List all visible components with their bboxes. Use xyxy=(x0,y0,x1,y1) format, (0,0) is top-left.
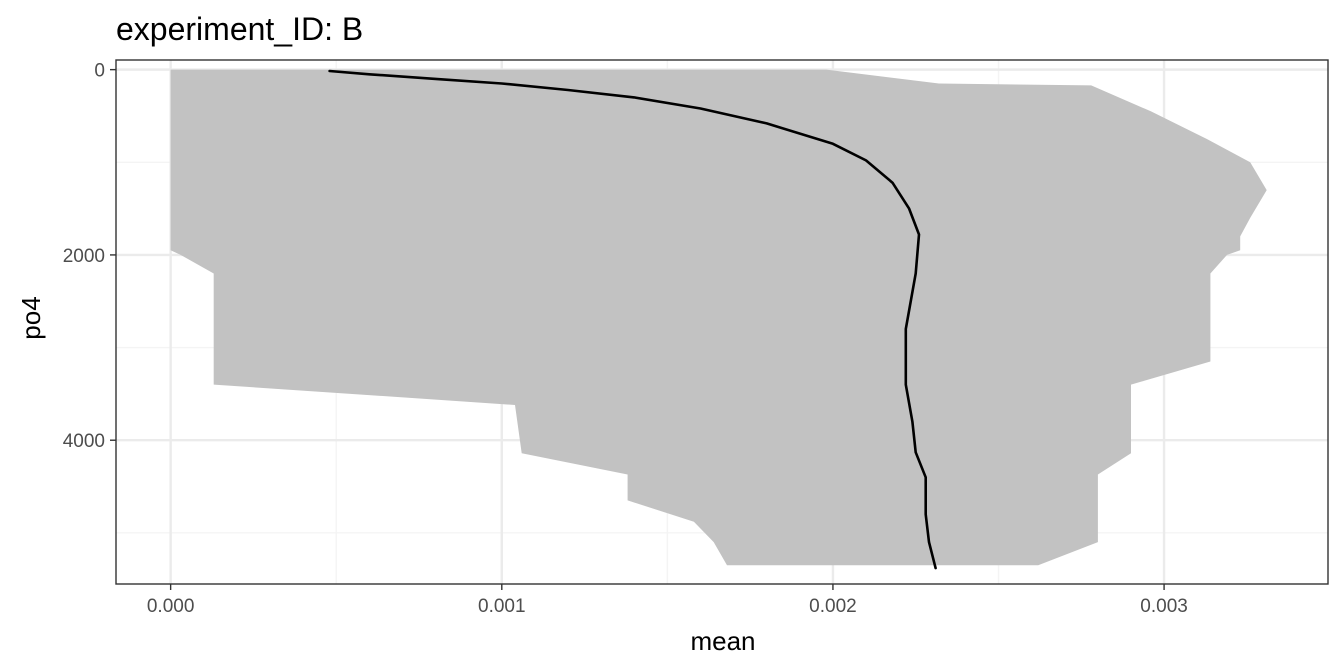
x-axis-title: mean xyxy=(690,626,755,656)
y-tick-label: 0 xyxy=(94,61,105,82)
panel-border xyxy=(115,59,1329,585)
x-axis: 0.000 0.001 0.002 0.003 xyxy=(147,584,1188,617)
x-tick-label: 0.001 xyxy=(478,596,526,617)
y-axis-title: po4 xyxy=(16,296,46,339)
ribbon-layer xyxy=(170,69,1267,566)
ribbon-band xyxy=(170,69,1267,566)
y-axis: 0 2000 4000 xyxy=(63,61,116,452)
x-tick-label: 0.002 xyxy=(809,596,857,617)
chart-title: experiment_ID: B xyxy=(116,11,363,47)
x-tick-label: 0.003 xyxy=(1140,596,1188,617)
line-layer xyxy=(328,69,937,570)
mean-line xyxy=(328,69,937,570)
x-tick-label: 0.000 xyxy=(147,596,195,617)
y-tick-label: 2000 xyxy=(63,246,105,267)
y-tick-label: 4000 xyxy=(63,431,105,452)
